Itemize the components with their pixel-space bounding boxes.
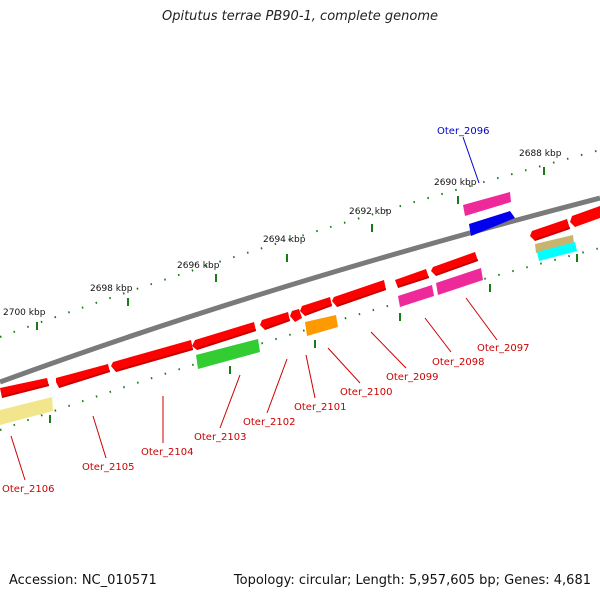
tick-label: 2694 kbp (263, 235, 306, 245)
cds-arrow (56, 364, 110, 388)
cds-shading (2, 227, 570, 398)
gene-block-2106 (0, 397, 53, 425)
gene-label-2104: Oter_2104 (141, 447, 194, 458)
map-title: Opitutus terrae PB90-1, complete genome (161, 9, 439, 24)
gene-label-2098: Oter_2098 (432, 357, 485, 368)
gene-block-cyan (537, 242, 577, 261)
major-ticks-inner (49, 254, 578, 423)
tick-label: 2688 kbp (519, 149, 562, 159)
tick-label: 2698 kbp (90, 284, 133, 294)
cds-arrow (111, 340, 193, 372)
cds-arrow (431, 252, 478, 276)
gene-block-2100 (305, 315, 338, 336)
gene-block-khaki (535, 235, 574, 253)
cds-arrow (570, 206, 600, 227)
cds-arrow (395, 269, 429, 288)
gene-block-2096-magenta (463, 192, 511, 216)
gene-block-2097 (436, 268, 483, 295)
tick-label: 2690 kbp (434, 178, 477, 188)
cds-arrow (530, 219, 570, 241)
major-ticks-outer (36, 167, 545, 330)
cds-arrow (0, 378, 49, 398)
cds-arrow (260, 312, 290, 330)
label-leader-lines (10, 136, 498, 481)
tick-label: 2692 kbp (349, 207, 392, 217)
gene-label-2097: Oter_2097 (477, 343, 530, 354)
cds-arrow (290, 309, 302, 322)
cds-features (0, 206, 600, 398)
gene-label-2106: Oter_2106 (2, 484, 55, 495)
tick-label: 2696 kbp (177, 261, 220, 271)
tick-label: 2700 kbp (3, 308, 46, 318)
gene-label-2102: Oter_2102 (243, 417, 296, 428)
gene-block-2096-blue (469, 211, 515, 236)
genome-backbone (0, 195, 600, 385)
gene-label-2096: Oter_2096 (437, 126, 490, 137)
gene-block-2103 (196, 339, 260, 369)
gene-label-2100: Oter_2100 (340, 387, 393, 398)
gene-label-2103: Oter_2103 (194, 432, 247, 443)
gene-label-2101: Oter_2101 (294, 402, 347, 413)
accession-text: Accession: NC_010571 (9, 573, 157, 588)
gene-label-2099: Oter_2099 (386, 372, 439, 383)
topology-text: Topology: circular; Length: 5,957,605 bp… (233, 573, 591, 588)
cds-arrow (300, 297, 332, 316)
gene-label-2105: Oter_2105 (82, 462, 135, 473)
cds-arrow (332, 280, 386, 307)
gene-block-2098 (398, 285, 434, 307)
cds-arrow (192, 322, 256, 350)
